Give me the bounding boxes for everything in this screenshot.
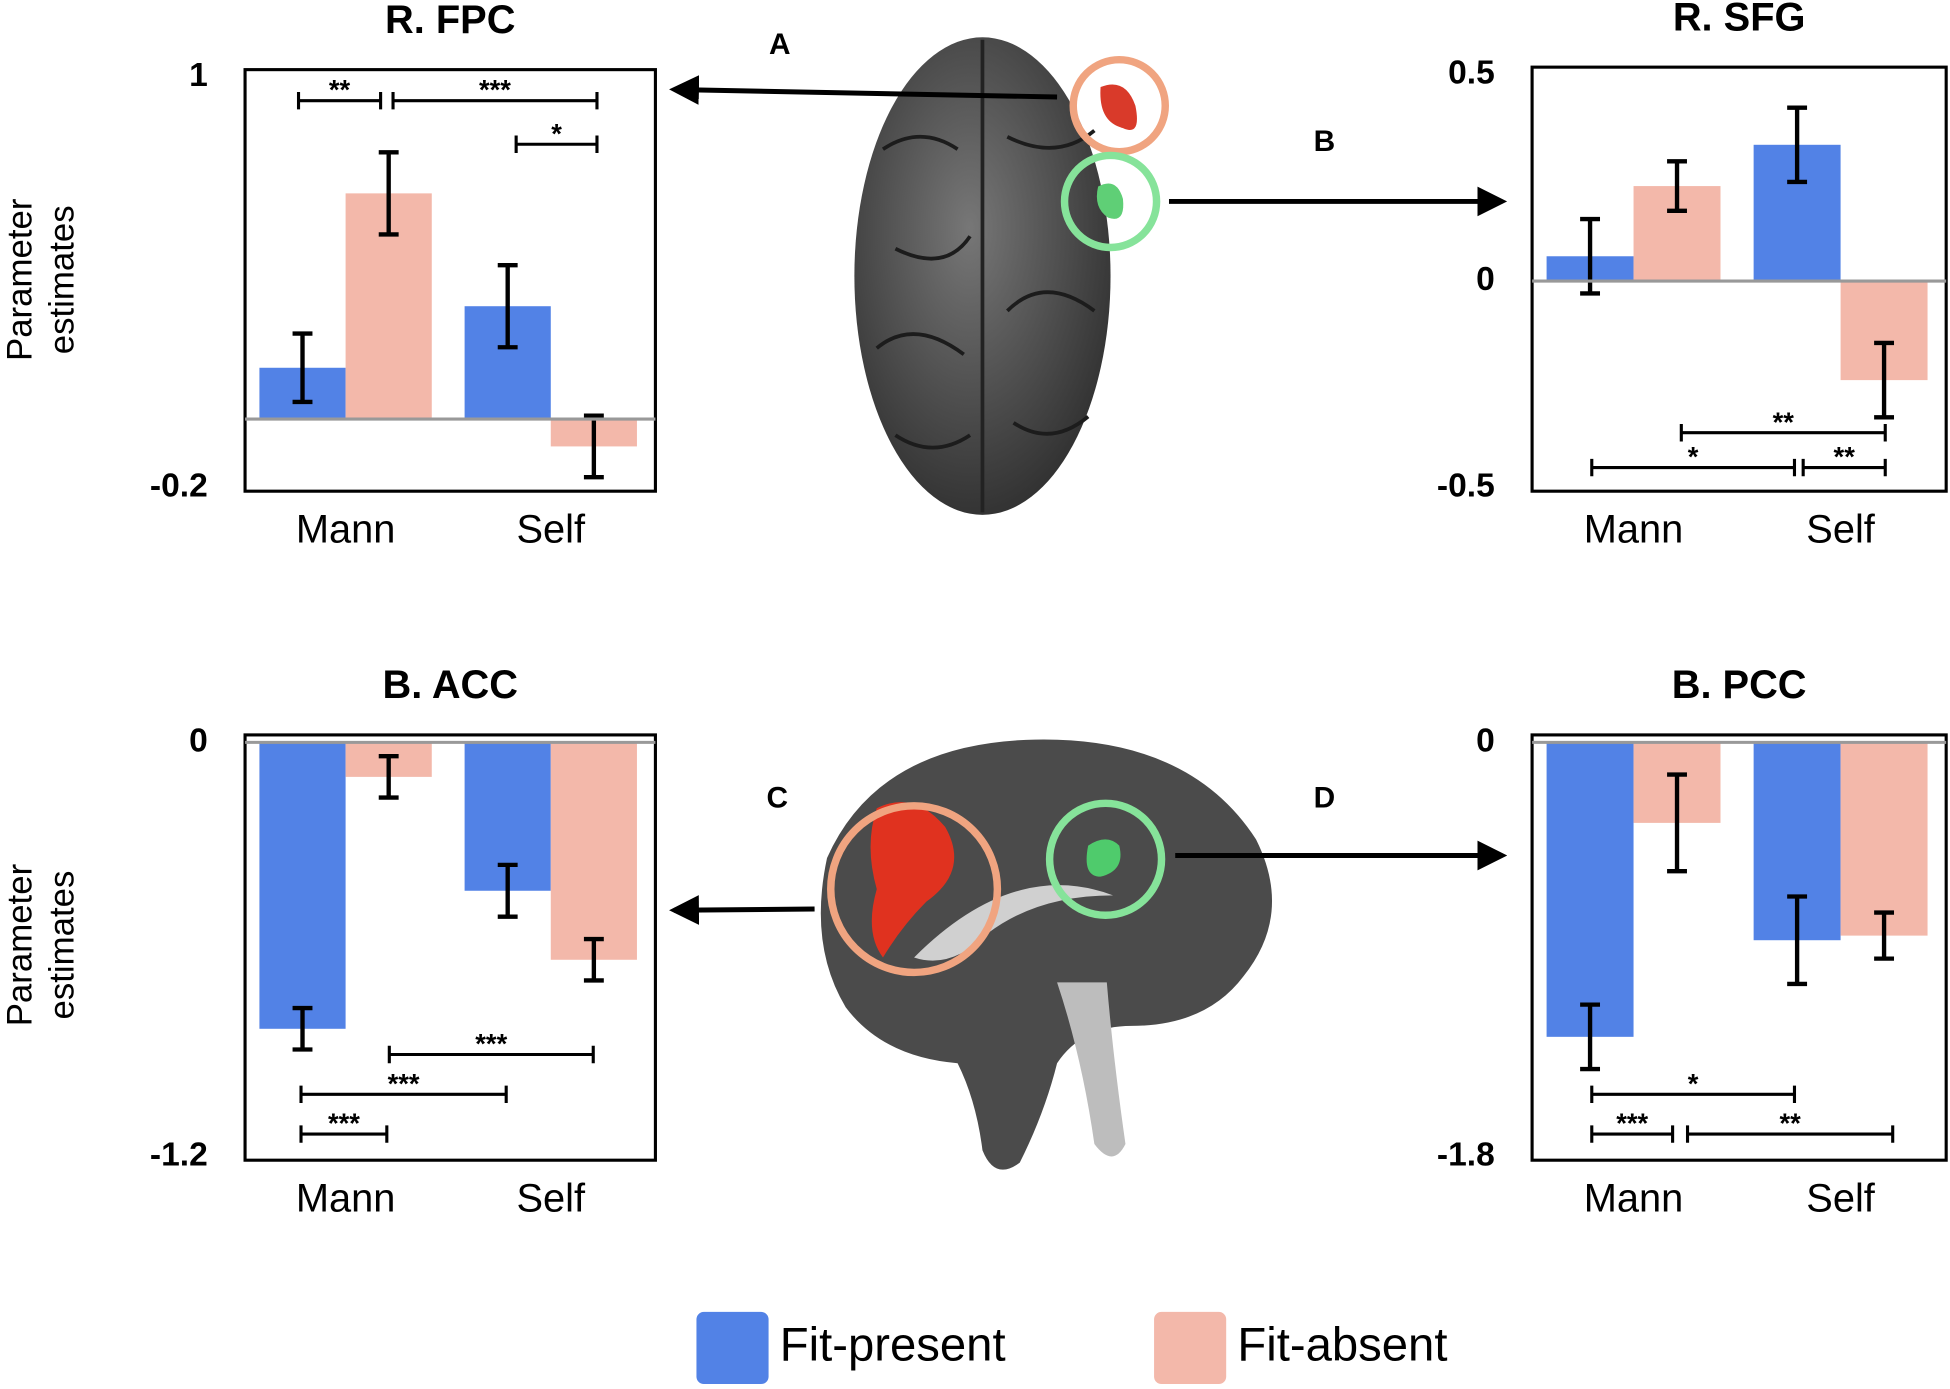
error-bar [1874,340,1895,420]
panel-letter: A [769,28,791,61]
y-tick-label: -0.2 [150,467,208,504]
significance-bracket [299,1125,389,1143]
significance-label: * [1688,441,1699,472]
chart-title: R. SFG [1673,0,1806,39]
error-bar [1580,1002,1601,1072]
significance-bracket [514,135,599,153]
significance-bracket [1590,1085,1797,1103]
error-bar [292,1005,313,1052]
chart-title: B. ACC [382,663,518,707]
plot-frame [1530,733,1948,1162]
significance-label: *** [328,1108,360,1139]
error-bar [292,331,313,405]
significance-label: ** [1834,441,1856,472]
error-bar [378,150,399,237]
error-bar [1787,894,1808,987]
significance-label: ** [329,74,351,105]
error-bar [583,936,604,983]
y-tick-label: -1.2 [150,1136,208,1173]
error-bar [1667,772,1687,874]
significance-bracket [391,92,599,110]
significance-label: * [551,118,562,149]
significance-bracket [1801,458,1887,477]
x-tick-label: Self [1806,508,1875,552]
bar [1546,742,1634,1037]
significance-label: *** [475,1028,507,1059]
significance-label: * [1688,1068,1699,1099]
x-tick-label: Self [1806,1177,1875,1221]
significance-bracket [296,92,383,110]
panel-letter: B [1314,125,1336,158]
bar [550,742,637,960]
significance-bracket [1590,1125,1675,1143]
panel-letter: C [767,781,789,814]
y-axis-label: Parameterestimates [1,863,82,1026]
significance-bracket [1685,1125,1895,1143]
y-tick-label: 1 [189,57,208,94]
significance-label: ** [1779,1108,1801,1139]
x-tick-label: Mann [296,508,396,552]
x-tick-label: Mann [296,1177,396,1221]
significance-bracket [1590,458,1797,477]
error-bar [378,754,399,800]
plot-frame [1530,65,1948,493]
chart-title: R. FPC [385,0,515,42]
error-bar [1874,910,1895,961]
significance-label: *** [1616,1108,1648,1139]
error-bar [497,263,518,350]
x-tick-label: Self [516,1177,585,1221]
error-bar [497,862,518,919]
chart-title: B. PCC [1672,663,1807,707]
error-bar [1667,159,1687,214]
y-tick-label: 0.5 [1448,54,1495,91]
panel-letter: D [1314,781,1336,814]
significance-label: *** [479,74,511,105]
y-tick-label: -0.5 [1437,467,1495,504]
significance-bracket [1679,424,1887,442]
legend-label: Fit-present [780,1318,1006,1371]
y-tick-label: -1.8 [1437,1136,1495,1173]
brain-sagittal [820,739,1273,1170]
plot-frame [243,68,657,493]
y-tick-label: 0 [1476,261,1495,298]
x-tick-label: Self [516,508,585,552]
bar [1840,742,1928,936]
x-tick-label: Mann [1584,1177,1684,1221]
significance-bracket [299,1085,508,1103]
significance-bracket [387,1045,595,1064]
error-bar [583,413,604,480]
y-axis-label: Parameterestimates [1,198,82,361]
x-tick-label: Mann [1584,508,1684,552]
y-tick-label: 0 [1476,722,1495,759]
legend-swatch [696,1311,769,1385]
plot-frame [243,733,657,1162]
error-bar [1787,105,1808,185]
bar [259,742,346,1029]
significance-label: *** [388,1068,420,1099]
brain-axial [854,37,1169,515]
significance-label: ** [1773,406,1795,437]
legend-label: Fit-absent [1237,1318,1447,1371]
arrows [669,75,1508,925]
y-tick-label: 0 [189,722,208,759]
legend-swatch [1154,1311,1227,1385]
